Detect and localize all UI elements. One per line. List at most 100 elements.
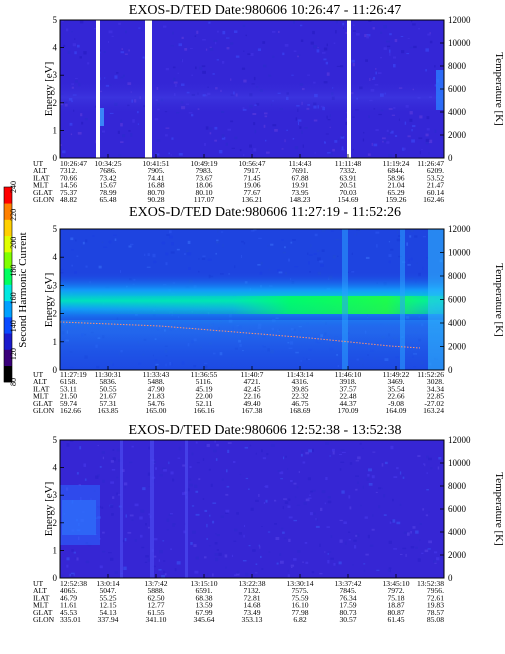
panel-3-title: EXOS-D/TED Date:980606 12:52:38 - 13:52:… [129,423,402,438]
texture-cell [147,253,150,256]
texture-cell [355,488,358,491]
texture-cell [141,30,144,32]
texture-cell [375,231,380,234]
ephemeris-value: 53.11 [60,384,77,393]
texture-cell [333,562,336,566]
texture-cell [236,512,239,515]
texture-cell [159,550,163,554]
ephemeris-value: 78.57 [427,608,444,617]
texture-cell [201,65,206,68]
ephemeris-row-label: ALT [33,377,47,386]
texture-cell [212,520,215,524]
y-tick-label: 5 [53,224,58,234]
ephemeris-value: 11:40:7 [241,370,264,379]
texture-cell [110,504,114,508]
ephemeris-value: 7691. [291,166,308,175]
texture-cell [312,448,314,452]
texture-cell [231,554,234,558]
y-tick-label: 1 [53,337,58,347]
ephemeris-value: 10:56:47 [238,159,265,168]
texture-cell [287,468,289,470]
texture-cell [244,524,245,527]
texture-cell [260,555,262,558]
texture-cell [250,53,254,56]
ephemeris-value: 42.45 [243,384,260,393]
texture-cell [408,259,410,263]
texture-cell [66,564,69,568]
texture-cell [430,467,433,470]
texture-cell [288,498,291,501]
panel-3-y2label: Temperature [K] [493,472,505,545]
texture-cell [163,560,166,562]
texture-cell [102,550,106,553]
texture-cell [381,463,384,467]
texture-cell [128,245,132,248]
texture-cell [226,485,230,488]
texture-cell [220,515,224,518]
texture-cell [274,129,278,132]
ephemeris-value: 13:30:14 [286,579,313,588]
ephemeris-value: 13:22:38 [238,579,265,588]
texture-cell [296,486,299,489]
ephemeris-value: 11:46:10 [335,370,362,379]
ephemeris-value: 14.56 [60,181,77,190]
texture-cell [429,32,431,35]
ephemeris-value: 58.96 [387,173,404,182]
texture-cell [85,265,88,268]
texture-cell [205,126,209,130]
y2-tick-label: 4000 [448,527,467,537]
ephemeris-value: 13:45:10 [382,579,409,588]
texture-cell [166,518,170,522]
texture-cell [333,42,336,44]
ephemeris-value: 45.53 [60,608,77,617]
texture-cell [101,506,104,509]
texture-cell [357,456,361,460]
ephemeris-value: 11.61 [60,601,77,610]
texture-cell [101,451,105,454]
ephemeris-value: 61.55 [147,608,164,617]
texture-cell [244,446,248,449]
texture-cell [348,531,351,533]
ephemeris-value: 65.48 [99,195,116,204]
texture-cell [282,251,287,254]
texture-cell [417,455,421,457]
texture-cell [245,572,249,577]
colorbar-frame [3,186,13,383]
y2-tick-label: 6000 [448,504,467,514]
ephemeris-value: 16.88 [147,181,164,190]
ephemeris-value: 75.37 [60,188,77,197]
ephemeris-value: 11:33:43 [143,370,170,379]
texture-cell [389,52,391,56]
texture-cell [214,139,217,142]
colorbar-cell [4,219,12,237]
texture-cell [340,65,344,68]
texture-cell [394,135,398,137]
texture-cell [231,147,235,149]
ephemeris-value: 13:7:42 [144,579,167,588]
texture-cell [195,490,199,493]
texture-cell [172,66,176,69]
y2-tick-label: 0 [448,573,453,583]
ephemeris-value: 22.48 [339,392,356,401]
texture-cell [147,558,151,562]
texture-cell [409,235,412,238]
ephemeris-value: 10:49:19 [190,159,217,168]
texture-cell [363,131,365,134]
texture-cell [314,233,318,237]
texture-cell [372,451,376,453]
texture-cell [189,465,192,469]
texture-cell [411,139,415,143]
ephemeris-value: 341.10 [146,615,167,624]
texture-cell [218,552,222,556]
texture-cell [293,50,297,52]
texture-cell [233,540,237,542]
texture-cell [427,548,431,550]
texture-cell [95,475,99,479]
panel-1-y2-ticks: 0 2000 4000 6000 8000 10000 12000 [440,15,471,163]
y2-tick-label: 10000 [448,38,471,48]
panel-2-y2label: Temperature [K] [493,263,505,336]
texture-cell [405,553,407,557]
texture-cell [330,535,333,538]
texture-cell [298,471,300,473]
